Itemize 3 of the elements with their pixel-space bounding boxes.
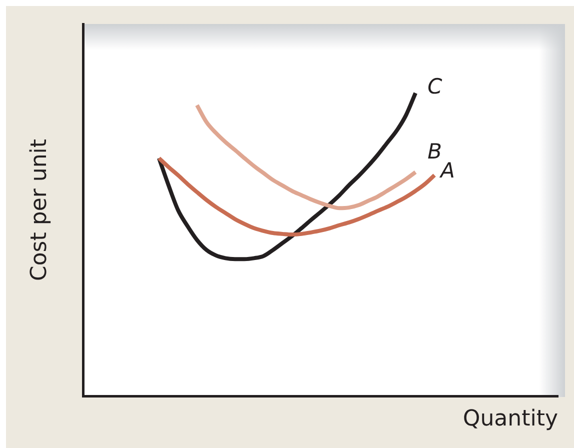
y-axis-title: Cost per unit [26,138,52,282]
x-axis-title: Quantity [462,406,558,432]
series-label: C [428,74,442,99]
